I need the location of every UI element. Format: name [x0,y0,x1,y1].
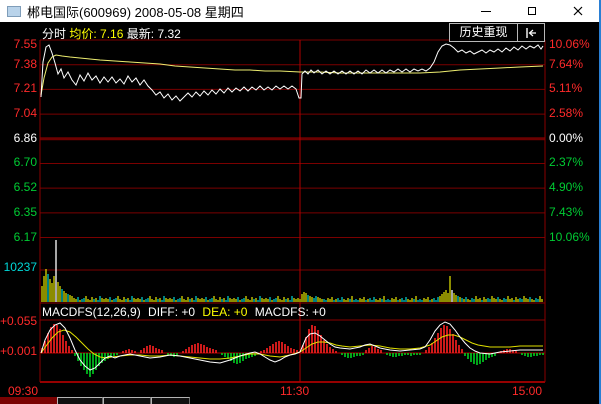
bottom-tab-4[interactable] [151,397,190,404]
percent-tick-6: 4.90% [549,180,584,195]
last-price-value: 7.32 [157,27,181,41]
price-tick-0: 7.55 [13,37,37,51]
macd-top-label: +0.055 [0,314,38,328]
last-price-label: 最新: 7.32 [126,27,181,41]
bottom-tab-strip [0,397,601,404]
price-tick-7: 6.35 [13,204,37,219]
title-bar[interactable]: 郴电国际(600969) 2008-05-08 星期四 [0,0,601,22]
price-tick-2: 7.21 [13,81,37,96]
period-label: 分时 [42,27,67,41]
percent-tick-8: 10.06% [549,229,590,244]
volume-axis-label: 10237 [3,260,37,274]
macd-zero-label: +0.001 [0,344,38,358]
chart-area[interactable]: 分时 均价: 7.16 最新: 7.32 历史重现 7.55 7.38 7.21 7.… [0,22,601,404]
window-controls [463,0,601,22]
bottom-tab-2[interactable] [57,397,103,404]
macd-dea-value: DEA: +0 [202,305,248,319]
percent-tick-4: 0.00% [549,130,584,145]
app-icon [7,5,21,17]
percent-tick-2: 5.11% [549,81,583,96]
window-edge-highlight [599,0,601,404]
minimize-icon [481,10,491,12]
macd-diff-value: DIFF: +0 [148,305,196,319]
price-tick-6: 6.52 [13,180,37,195]
window-title: 郴电国际(600969) 2008-05-08 星期四 [27,4,244,20]
time-tick-0930: 09:30 [8,384,39,398]
bottom-tab-active[interactable] [0,397,57,404]
chart-canvas[interactable] [0,22,601,404]
time-tick-1500: 15:00 [512,384,543,398]
percent-tick-1: 7.64% [549,56,584,71]
history-replay-button[interactable]: 历史重现 [449,23,518,42]
bottom-tab-3[interactable] [103,397,151,404]
price-tick-5: 6.70 [13,155,37,170]
skip-to-start-button[interactable] [518,23,545,42]
close-button[interactable] [555,0,601,22]
time-tick-1130: 11:30 [280,384,310,398]
percent-tick-5: 2.37% [549,155,584,170]
percent-tick-7: 7.43% [549,204,584,219]
percent-tick-3: 2.58% [549,106,584,121]
skip-back-icon [526,27,536,38]
price-tick-3: 7.04 [13,106,37,121]
maximize-icon [528,7,536,15]
price-tick-1: 7.38 [13,56,37,71]
avg-price-value: 7.16 [100,27,124,41]
close-icon [573,6,583,16]
percent-tick-0: 10.06% [549,37,590,51]
price-tick-8: 6.17 [13,229,37,244]
price-tick-4: 6.86 [13,130,37,145]
macd-macdfs-value: MACDFS: +0 [254,305,326,319]
minimize-button[interactable] [463,0,509,22]
avg-price-label: 均价: 7.16 [69,27,124,41]
macd-header: MACDFS(12,26,9) DIFF: +0 DEA: +0 MACDFS:… [42,305,330,319]
chart-header: 分时 均价: 7.16 最新: 7.32 [42,25,181,42]
maximize-button[interactable] [509,0,555,22]
macd-params: MACDFS(12,26,9) [42,305,141,319]
